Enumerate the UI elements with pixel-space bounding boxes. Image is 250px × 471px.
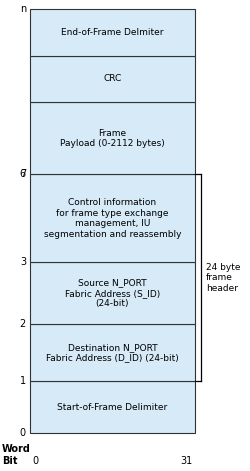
Text: Destination N_PORT
Fabric Address (D_ID) (24-bit): Destination N_PORT Fabric Address (D_ID)… [46,343,178,363]
Text: Start-of-Frame Delimiter: Start-of-Frame Delimiter [57,403,167,412]
Text: 1: 1 [20,376,26,386]
Text: 0: 0 [20,428,26,438]
Bar [30,262,194,325]
Text: 3: 3 [20,257,26,268]
Text: Frame
Payload (0-2112 bytes): Frame Payload (0-2112 bytes) [60,129,164,148]
Bar [30,9,194,56]
Text: 24 byte
frame
header: 24 byte frame header [205,263,240,293]
Bar [30,56,194,102]
Text: Source N_PORT
Fabric Address (S_ID)
(24-bit): Source N_PORT Fabric Address (S_ID) (24-… [64,278,160,309]
Bar [30,382,194,433]
Text: 7: 7 [20,170,26,179]
Text: 0: 0 [32,456,38,466]
Text: 31: 31 [180,456,192,466]
Text: CRC: CRC [103,74,121,83]
Bar [30,325,194,382]
Text: 6: 6 [20,170,26,179]
Text: Word: Word [2,444,31,454]
Text: Control information
for frame type exchange
management, IU
segmentation and reas: Control information for frame type excha… [44,198,180,238]
Text: n: n [20,4,26,14]
Text: End-of-Frame Delmiter: End-of-Frame Delmiter [61,28,163,37]
Text: Bit: Bit [2,456,18,466]
Text: 2: 2 [20,319,26,329]
Bar [30,102,194,174]
Bar [30,174,194,262]
